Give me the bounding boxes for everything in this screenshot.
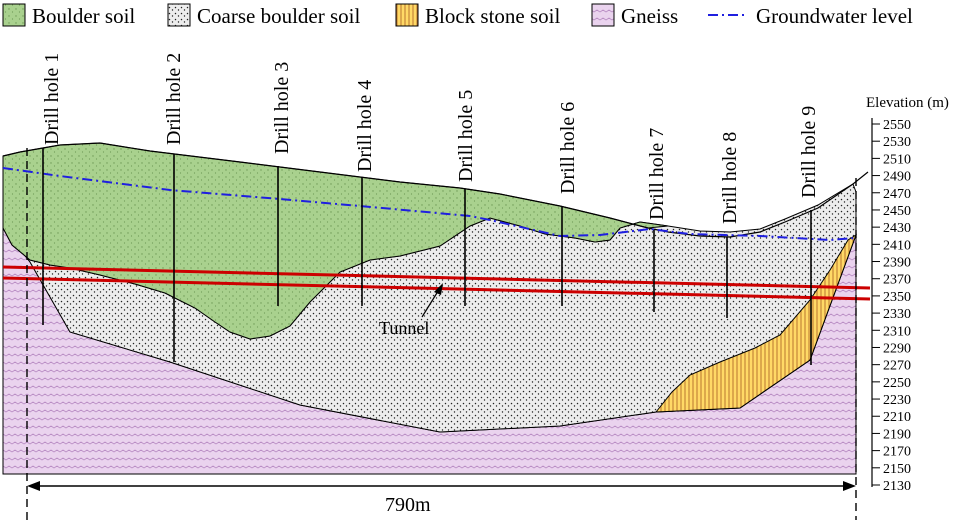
elevation-tick-label: 2550 (883, 118, 911, 133)
gneiss-swatch (591, 3, 615, 27)
tunnel-lower-line (2, 276, 871, 301)
drill-hole-9-label: Drill hole 9 (798, 106, 820, 198)
elevation-tick-label: 2170 (883, 445, 911, 460)
drill-holes: Drill hole 1 Drill hole 2 Drill hole 3 D… (41, 53, 820, 365)
legend-label-block-stone-soil: Block stone soil (425, 4, 560, 28)
tunnel-annotation: Tunnel (379, 283, 443, 338)
elevation-tick-label: 2370 (883, 273, 911, 288)
legend-label-coarse-boulder-soil: Coarse boulder soil (197, 4, 360, 28)
block-stone-soil-layer (654, 233, 857, 413)
span-left-arrow-icon (27, 481, 40, 491)
elevation-tick-label: 2410 (883, 238, 911, 253)
elevation-tick-label: 2230 (883, 393, 911, 408)
tunnel (2, 265, 871, 301)
legend-label-groundwater-level: Groundwater level (756, 4, 913, 28)
tunnel-label: Tunnel (379, 318, 429, 338)
elevation-axis-title: Elevation (m) (866, 95, 949, 111)
legend-item-coarse-boulder-soil: Coarse boulder soil (167, 3, 360, 28)
block-stone-soil-swatch (395, 3, 419, 27)
elevation-tick-label: 2190 (883, 427, 911, 442)
elevation-tick-label: 2250 (883, 376, 911, 391)
drill-hole-8-label: Drill hole 8 (719, 132, 741, 224)
elevation-axis: Elevation (m) 2550 2530 2510 2490 2470 2450 24… (866, 95, 949, 494)
elevation-tick-label: 2470 (883, 187, 911, 202)
legend: Boulder soil Coarse boulder soil Block s… (2, 3, 913, 28)
groundwater-level-line (2, 167, 857, 242)
drill-hole-2-label: Drill hole 2 (163, 53, 185, 145)
elevation-tick-label: 2330 (883, 307, 911, 322)
legend-item-block-stone-soil: Block stone soil (395, 3, 560, 28)
drill-hole-7-label: Drill hole 7 (646, 128, 668, 220)
span-right-arrow-icon (843, 481, 856, 491)
span-dimension: 790m (26, 148, 857, 520)
legend-item-gneiss: Gneiss (591, 3, 678, 28)
legend-label-boulder-soil: Boulder soil (32, 4, 135, 28)
drill-hole-6-label: Drill hole 6 (557, 102, 579, 194)
drill-hole-4-label: Drill hole 4 (354, 80, 376, 172)
elevation-tick-label: 2350 (883, 290, 911, 305)
ground-surface-line (2, 142, 869, 238)
elevation-tick-label: 2310 (883, 324, 911, 339)
coarse-boulder-soil-swatch (167, 3, 191, 27)
elevation-tick-label: 2210 (883, 410, 911, 425)
elevation-tick-label: 2390 (883, 256, 911, 271)
elevation-tick-label: 2450 (883, 204, 911, 219)
elevation-tick-label: 2430 (883, 221, 911, 236)
span-length-label: 790m (385, 494, 431, 516)
tunnel-arrow-head-icon (434, 283, 443, 295)
drill-hole-5-label: Drill hole 5 (455, 90, 477, 182)
strata (2, 142, 869, 475)
legend-label-gneiss: Gneiss (621, 4, 678, 28)
elevation-tick-label: 2130 (883, 479, 911, 494)
legend-item-boulder-soil: Boulder soil (2, 3, 135, 28)
elevation-tick-label: 2490 (883, 170, 911, 185)
elevation-tick-label: 2290 (883, 341, 911, 356)
elevation-tick-label: 2530 (883, 135, 911, 150)
legend-item-groundwater-level: Groundwater level (708, 4, 913, 28)
boulder-soil-swatch (2, 3, 26, 27)
tunnel-upper-line (2, 265, 871, 290)
drill-hole-3-label: Drill hole 3 (271, 62, 293, 154)
drill-hole-1-label: Drill hole 1 (41, 53, 63, 145)
elevation-tick-label: 2510 (883, 152, 911, 167)
elevation-tick-label: 2270 (883, 359, 911, 374)
elevation-tick-label: 2150 (883, 462, 911, 477)
